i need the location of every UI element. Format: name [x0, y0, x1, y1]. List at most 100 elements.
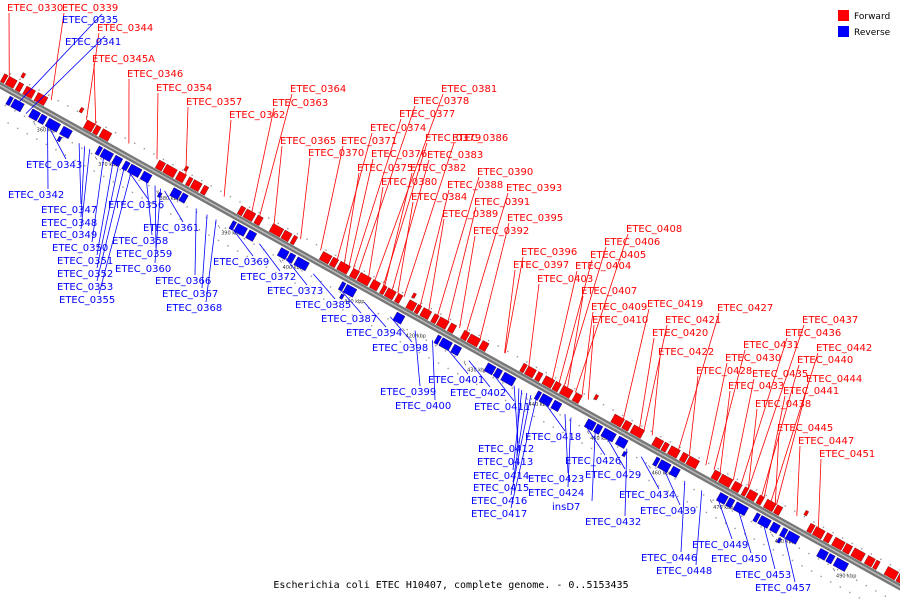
forward-gene-label: ETEC_0344 — [97, 23, 153, 34]
reverse-gene-label: ETEC_0448 — [656, 566, 712, 577]
reverse-gene-block — [233, 223, 248, 237]
backbone-highlight — [0, 84, 900, 589]
guide-dot — [478, 334, 480, 337]
forward-gene-label: ETEC_0393 — [506, 183, 562, 194]
forward-gene-block — [78, 107, 85, 114]
forward-gene-label: ETEC_0339 — [62, 3, 118, 14]
guide-dot — [610, 458, 612, 460]
tick-mark — [771, 533, 774, 538]
forward-gene-leader — [713, 349, 746, 470]
forward-gene-leader — [447, 206, 477, 322]
guide-dot — [839, 586, 842, 588]
reverse-gene-leader — [680, 480, 686, 553]
guide-dot — [377, 312, 380, 315]
forward-gene-leader — [651, 356, 661, 436]
guide-dot — [143, 147, 146, 150]
guide-dot — [141, 197, 143, 199]
forward-gene-label: ETEC_0421 — [665, 315, 721, 326]
legend-swatch — [838, 26, 849, 37]
forward-gene-block — [740, 486, 750, 497]
forward-gene-leader — [437, 176, 480, 316]
reverse-gene-leader — [695, 490, 703, 566]
guide-dot — [712, 499, 714, 501]
guide-dot — [208, 234, 210, 236]
guide-dot — [329, 286, 332, 288]
forward-gene-block — [660, 441, 670, 453]
guide-dot — [727, 473, 729, 475]
guide-dot — [849, 591, 851, 594]
forward-gene-leader — [259, 93, 293, 217]
guide-dot — [150, 202, 153, 204]
guide-dot — [731, 510, 734, 512]
forward-gene-leader — [747, 408, 758, 489]
forward-gene-block — [356, 272, 372, 287]
guide-dot — [26, 133, 28, 135]
forward-gene-leader — [504, 256, 524, 354]
guide-dot — [382, 281, 385, 283]
guide-dot — [358, 302, 360, 304]
guide-dot — [170, 213, 172, 215]
guide-dot — [851, 542, 853, 545]
guide-dot — [234, 232, 236, 235]
forward-gene-label: ETEC_0380 — [381, 177, 437, 188]
guide-dot — [679, 446, 681, 449]
reverse-gene-leader — [663, 469, 681, 506]
forward-gene-label: ETEC_0437 — [802, 315, 858, 326]
guide-dot — [7, 122, 9, 124]
reverse-gene-label: ETEC_0366 — [155, 276, 211, 287]
forward-gene-block — [185, 176, 194, 187]
forward-gene-leader — [251, 107, 275, 213]
guide-dot — [482, 371, 485, 373]
guide-dot — [42, 126, 45, 128]
tick-label: 450 kbp — [590, 436, 610, 442]
reverse-gene-label: ETEC_0434 — [619, 490, 675, 501]
reverse-gene-block — [779, 527, 789, 539]
guide-dot — [93, 170, 95, 172]
forward-gene-label: ETEC_0427 — [717, 303, 773, 314]
guide-dot — [301, 270, 303, 272]
guide-dot — [282, 259, 284, 261]
reverse-gene-leader — [446, 347, 469, 375]
reverse-gene-leader — [738, 510, 752, 554]
guide-dot — [552, 426, 555, 428]
forward-gene-block — [806, 522, 816, 534]
forward-gene-label: ETEC_0431 — [743, 340, 799, 351]
reverse-gene-leader — [414, 330, 421, 387]
guide-dot — [507, 350, 509, 353]
guide-dot — [593, 398, 595, 401]
guide-dot — [715, 517, 717, 519]
forward-gene-label: ETEC_0330 — [7, 3, 63, 14]
guide-dot — [650, 430, 653, 433]
guide-dot — [76, 110, 79, 113]
guide-dot — [90, 152, 93, 155]
reverse-gene-block — [600, 427, 617, 443]
guide-dot — [368, 307, 370, 309]
guide-dot — [705, 511, 708, 514]
reverse-gene-label: ETEC_0351 — [57, 256, 113, 267]
guide-dot — [406, 328, 408, 331]
guide-dot — [760, 526, 762, 528]
reverse-gene-label: ETEC_0335 — [62, 15, 118, 26]
guide-dot — [504, 399, 507, 402]
guide-dot — [581, 442, 583, 444]
reverse-gene-block — [593, 423, 604, 435]
guide-dot — [201, 179, 203, 182]
reverse-gene-label: ETEC_0411 — [474, 402, 530, 413]
guide-dot — [45, 143, 48, 146]
forward-gene-leader — [575, 233, 629, 393]
forward-gene-leader — [348, 158, 374, 267]
guide-dot — [315, 243, 318, 246]
guide-dot — [81, 147, 83, 149]
forward-gene-leader — [185, 106, 189, 176]
forward-gene-leader — [763, 395, 786, 498]
guide-dot — [530, 398, 533, 400]
forward-gene-block — [863, 555, 876, 568]
guide-dot — [198, 229, 201, 231]
guide-dot — [74, 159, 76, 162]
reverse-gene-leader — [201, 214, 208, 289]
guide-dot — [540, 403, 542, 405]
forward-gene-block — [803, 510, 809, 517]
reverse-gene-label: ETEC_0358 — [112, 236, 168, 247]
tick-mark — [463, 362, 467, 366]
